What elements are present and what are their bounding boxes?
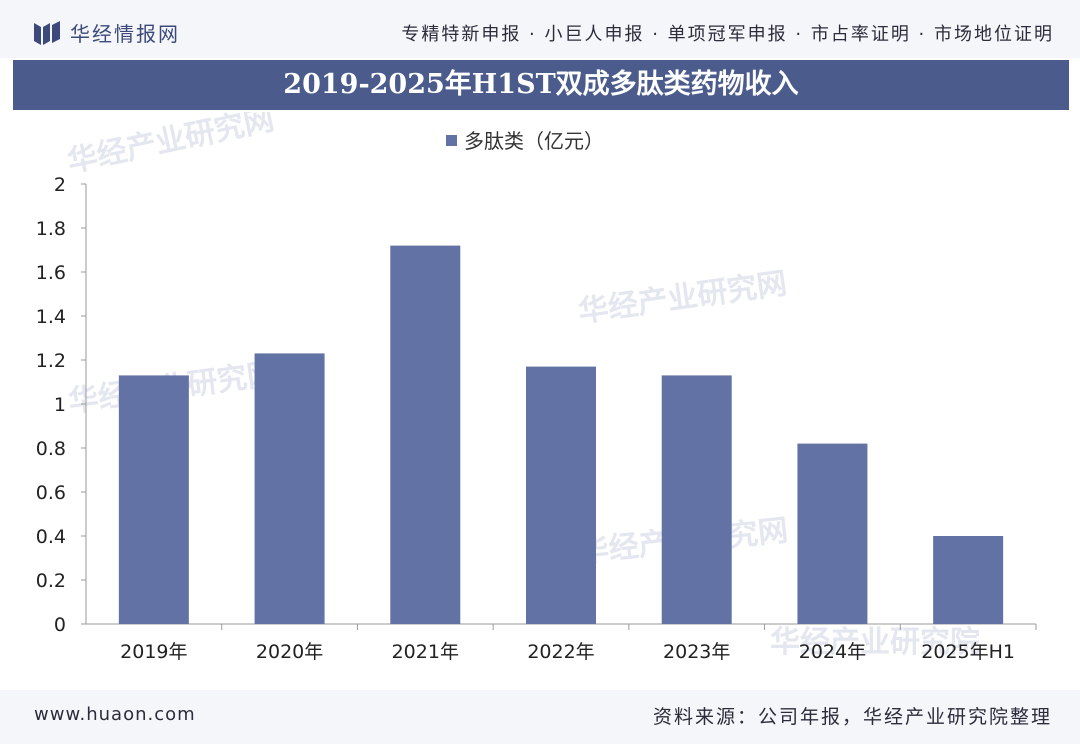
logo[interactable]: 华经情报网 [34,18,180,47]
y-tick-label: 0.4 [36,526,66,548]
bar [390,245,461,624]
chart-area: 华经产业研究网华经产业研究网华经产业研究网华经产业研究网华经产业研究院多肽类（亿… [0,112,1080,688]
bar-chart: 华经产业研究网华经产业研究网华经产业研究网华经产业研究网华经产业研究院多肽类（亿… [36,112,1037,663]
y-tick-label: 1.2 [36,350,66,372]
y-tick-label: 0.6 [36,482,66,504]
y-tick-label: 0.8 [36,438,66,460]
x-tick-label: 2022年 [527,641,594,663]
site-url[interactable]: www.huaon.com [34,704,196,725]
y-tick-label: 0.2 [36,570,66,592]
header-bar: 华经情报网 专精特新申报 · 小巨人申报 · 单项冠军申报 · 市占率证明 · … [0,0,1080,58]
bar [933,536,1004,624]
legend-label: 多肽类（亿元） [464,129,604,153]
x-tick-label: 2020年 [256,641,323,663]
x-tick-label: 2019年 [120,641,187,663]
logo-text: 华经情报网 [70,22,180,46]
y-tick-label: 0 [54,614,66,636]
x-tick-label: 2023年 [663,641,730,663]
bar [254,353,325,624]
services-list: 专精特新申报 · 小巨人申报 · 单项冠军申报 · 市占率证明 · 市场地位证明 [401,24,1054,45]
y-tick-label: 1.6 [36,262,66,284]
bar [526,366,596,624]
watermark-text: 华经产业研究网 [64,112,277,180]
y-tick-label: 1 [54,394,66,416]
chart-title-bar: 2019-2025年H1ST双成多肽类药物收入 [13,60,1069,110]
bar [661,375,732,624]
x-tick-label: 2021年 [392,641,459,663]
y-tick-label: 2 [54,174,66,196]
bar [118,375,189,624]
x-tick-label: 2025年H1 [921,641,1015,663]
x-tick-label: 2024年 [799,641,866,663]
source-note: 资料来源：公司年报，华经产业研究院整理 [652,706,1052,728]
y-tick-label: 1.8 [36,218,66,240]
watermark-text: 华经产业研究网 [576,266,789,330]
logo-icon [34,20,60,45]
y-tick-label: 1.4 [36,306,66,328]
watermark-text: 华经产业研究院 [770,625,980,660]
legend-swatch [446,135,457,146]
footer-bar: www.huaon.com 资料来源：公司年报，华经产业研究院整理 [0,690,1080,744]
bar [797,443,868,624]
chart-title: 2019-2025年H1ST双成多肽类药物收入 [283,69,799,100]
